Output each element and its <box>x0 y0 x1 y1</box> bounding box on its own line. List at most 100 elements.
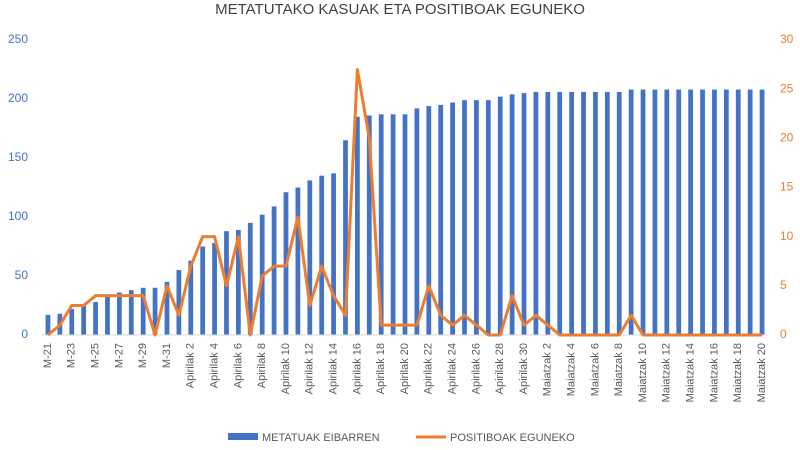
bar <box>569 91 575 335</box>
bar <box>81 305 87 335</box>
bar <box>212 242 217 335</box>
bar <box>355 116 360 335</box>
x-tick-label: M-31 <box>161 343 173 368</box>
x-tick-label: M-23 <box>66 343 78 368</box>
bar <box>521 93 527 335</box>
x-tick-label: M-25 <box>89 343 101 368</box>
x-tick-label: Maiatzak 4 <box>566 343 578 396</box>
bar <box>545 91 551 335</box>
bar <box>485 100 491 336</box>
x-tick-label: Apirilak 14 <box>327 343 339 394</box>
bar <box>319 175 325 335</box>
bar <box>235 229 241 335</box>
x-tick-label: Maiatzak 16 <box>708 343 720 402</box>
y2-tick-label: 15 <box>780 180 794 194</box>
x-tick-label: Apirilak 28 <box>494 343 506 394</box>
y2-tick-label: 0 <box>780 327 787 341</box>
bar <box>474 100 479 336</box>
y2-tick-label: 10 <box>780 229 794 243</box>
legend-label: POSITIBOAK EGUNEKO <box>450 432 575 444</box>
bar <box>723 89 729 335</box>
bar <box>509 94 515 335</box>
bar <box>69 309 75 335</box>
y-tick-label: 0 <box>21 327 28 341</box>
legend-label: METATUAK EIBARREN <box>262 432 380 444</box>
bar <box>700 89 705 335</box>
x-tick-label: Apirilak 18 <box>375 343 387 394</box>
x-tick-label: Maiatzak 20 <box>756 343 768 402</box>
bar <box>593 91 598 335</box>
bar <box>450 102 455 335</box>
y2-tick-label: 25 <box>780 81 794 95</box>
y2-tick-label: 5 <box>780 278 787 292</box>
bar <box>247 222 253 335</box>
bar <box>664 89 670 335</box>
bar <box>45 314 51 335</box>
bar <box>128 290 134 335</box>
bar <box>116 292 122 335</box>
x-tick-label: Maiatzak 10 <box>637 343 649 402</box>
bar <box>343 140 348 335</box>
bar <box>390 114 396 335</box>
y-tick-label: 150 <box>8 150 28 164</box>
y-tick-label: 200 <box>8 91 28 105</box>
x-tick-label: Apirilak 10 <box>280 343 292 394</box>
y2-tick-label: 20 <box>780 131 794 145</box>
x-tick-label: Maiatzak 18 <box>732 343 744 402</box>
bar <box>140 287 146 335</box>
bar <box>735 89 741 335</box>
bar <box>712 89 717 335</box>
x-tick-label: Apirilak 22 <box>423 343 435 394</box>
x-tick-label: Apirilak 6 <box>232 343 244 388</box>
x-tick-label: Apirilak 12 <box>304 343 316 394</box>
bar <box>533 91 539 335</box>
bar <box>105 296 110 335</box>
x-tick-label: Apirilak 16 <box>351 343 363 394</box>
bar <box>93 301 98 335</box>
bar <box>164 281 170 335</box>
y-tick-label: 50 <box>15 268 29 282</box>
x-tick-label: Maiatzak 6 <box>589 343 601 396</box>
x-tick-label: Maiatzak 14 <box>685 343 697 402</box>
bar <box>414 108 420 335</box>
bar <box>307 180 313 335</box>
bar <box>378 114 384 335</box>
x-tick-label: M-21 <box>42 343 54 368</box>
bar <box>152 287 158 335</box>
bar <box>688 89 694 335</box>
bar <box>747 89 753 335</box>
x-tick-label: Apirilak 4 <box>208 343 220 388</box>
bar <box>628 89 634 335</box>
bar <box>462 100 467 336</box>
bar <box>581 91 586 335</box>
bar <box>438 104 444 336</box>
y-tick-label: 100 <box>8 209 28 223</box>
bar <box>604 91 610 335</box>
bar <box>640 89 646 335</box>
x-tick-label: Maiatzak 12 <box>661 343 673 402</box>
bar <box>497 96 503 335</box>
bar <box>188 260 194 335</box>
x-tick-label: Apirilak 30 <box>518 343 530 394</box>
bar <box>426 106 432 335</box>
bar <box>676 89 682 335</box>
bar <box>616 91 622 335</box>
x-tick-label: Apirilak 20 <box>399 343 411 394</box>
x-tick-label: Apirilak 8 <box>256 343 268 388</box>
bar <box>652 89 658 335</box>
chart-title: METATUTAKO KASUAK ETA POSITIBOAK EGUNEKO <box>215 1 585 18</box>
bar <box>366 115 372 336</box>
bar <box>331 173 336 335</box>
x-tick-label: Apirilak 2 <box>185 343 197 388</box>
x-tick-label: M-27 <box>113 343 125 368</box>
y-tick-label: 250 <box>8 32 28 46</box>
bar <box>295 187 301 335</box>
x-tick-label: M-29 <box>137 343 149 368</box>
bar <box>176 270 182 335</box>
bar <box>402 114 408 335</box>
x-tick-label: Maiatzak 2 <box>542 343 554 396</box>
bar <box>271 206 277 335</box>
bar <box>200 246 206 335</box>
bar <box>557 91 563 335</box>
